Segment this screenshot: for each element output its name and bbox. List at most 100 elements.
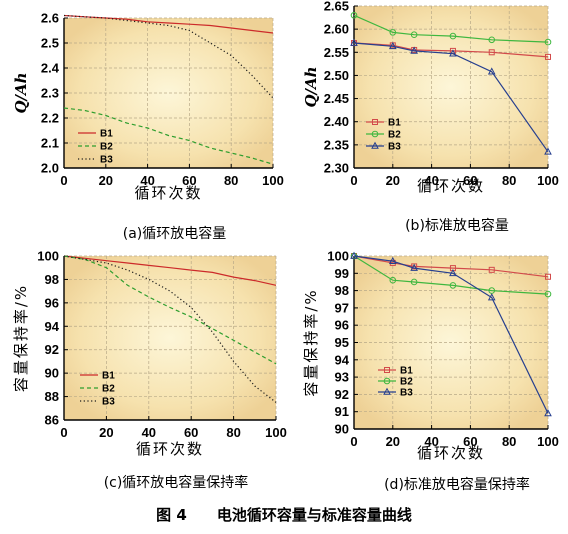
y-tick-label: 91: [335, 404, 349, 419]
y-tick-label: 97: [335, 300, 349, 315]
x-tick-label: 0: [350, 173, 357, 188]
x-axis-label: 循环次数: [134, 184, 202, 202]
y-tick-label: 2.65: [324, 0, 349, 14]
series-line-b3: [63, 255, 277, 403]
figure-title: 图 4 电池循环容量与标准容量曲线: [156, 506, 412, 524]
data-point-b3: [388, 41, 397, 50]
series-line-b2: [353, 255, 549, 295]
data-point-b3: [544, 147, 552, 155]
y-tick-label: 2.4: [41, 61, 60, 76]
data-point-b3: [449, 49, 457, 57]
x-tick-label: 40: [424, 434, 438, 449]
data-point-b2: [410, 31, 418, 38]
data-point-b3: [544, 409, 552, 417]
y-tick-label: 2.2: [41, 111, 59, 126]
x-tick-label: 0: [60, 425, 67, 440]
x-tick-label: 80: [226, 425, 240, 440]
chart-c: 86 88 90 92 94 96 98 100 0 20 40 60 80 100 循环次数 容量保持率/%…: [12, 249, 287, 492]
x-tick-label: 40: [424, 173, 438, 188]
data-point-b3: [449, 268, 457, 277]
y-tick-label: 2.40: [324, 114, 349, 129]
y-tick-label: 96: [45, 295, 59, 310]
y-tick-label: 2.5: [41, 36, 59, 51]
data-point-b2: [389, 276, 397, 284]
data-point-b2: [488, 36, 496, 44]
y-tick-label: 2.1: [41, 136, 59, 151]
x-tick-label: 60: [463, 434, 477, 449]
plot-area: [64, 256, 276, 420]
data-point-b1: [545, 53, 551, 60]
chart-caption: (d)标准放电容量保持率: [384, 476, 530, 493]
chart-a: 2.0 2.1 2.2 2.3 2.4 2.5 2.6 0 20 40 60 80 100 循环次数 Q/A…: [12, 11, 284, 243]
x-tick-label: 0: [350, 434, 357, 449]
x-tick-label: 100: [265, 425, 287, 440]
y-tick-label: 2.45: [324, 91, 349, 106]
x-tick-label: 60: [182, 173, 196, 188]
legend-label-b1: B1: [388, 118, 401, 129]
data-point-b2: [544, 38, 552, 46]
series-line-b2: [63, 107, 274, 165]
plot-area: [64, 18, 273, 168]
legend-marker-b1: [384, 367, 390, 373]
y-tick-label: 93: [335, 370, 349, 385]
legend-label-b3: B3: [102, 397, 115, 408]
x-axis-label: 循环次数: [417, 177, 485, 195]
y-tick-label: 2.50: [324, 68, 349, 83]
y-tick-label: 94: [335, 352, 350, 367]
chart-b: 2.30 2.35 2.40 2.45 2.50 2.55 2.60 2.65 0 20 40 60 8…: [302, 0, 559, 234]
x-tick-label: 60: [463, 173, 477, 188]
legend-label-b3: B3: [388, 142, 401, 153]
y-axis-label: 容量保持率/%: [302, 288, 320, 396]
chart-caption: (a)循环放电容量: [123, 225, 227, 242]
legend-marker-b3: [383, 387, 391, 395]
data-point-b3: [388, 256, 397, 264]
legend-label-b1: B1: [100, 129, 113, 140]
chart-d: 90 91 92 93 94 95 96 97 98 99 100 0 20 40 60 80 100 循环次数 容…: [302, 249, 559, 494]
x-tick-label: 0: [60, 173, 67, 188]
x-tick-label: 20: [99, 425, 113, 440]
data-point-b3: [350, 38, 358, 46]
data-point-b2: [449, 32, 457, 40]
y-tick-label: 98: [335, 283, 349, 298]
y-tick-label: 2.30: [324, 161, 349, 176]
series-line-b1: [63, 14, 274, 34]
chart-caption: (c)循环放电容量保持率: [104, 474, 249, 491]
x-axis-label: 循环次数: [417, 444, 485, 462]
y-tick-label: 100: [327, 249, 349, 264]
data-point-b3: [350, 251, 358, 259]
data-point-b2: [389, 29, 397, 36]
legend-label-b2: B2: [400, 377, 413, 388]
data-point-b2: [544, 290, 552, 298]
y-tick-label: 92: [335, 387, 349, 402]
chart-caption: (b)标准放电容量: [405, 217, 509, 234]
y-tick-label: 95: [335, 335, 349, 350]
data-point-b1: [488, 266, 495, 273]
data-point-b1: [545, 273, 551, 280]
y-tick-label: 90: [45, 366, 59, 381]
x-tick-label: 20: [386, 434, 400, 449]
y-tick-label: 2.55: [324, 45, 349, 60]
y-tick-label: 2.60: [324, 22, 349, 37]
legend-label-b2: B2: [388, 130, 401, 141]
x-axis-label: 循环次数: [136, 440, 204, 458]
x-tick-label: 60: [184, 425, 198, 440]
data-point-b3: [410, 46, 418, 54]
y-tick-label: 2.0: [41, 161, 59, 176]
x-tick-label: 100: [537, 173, 559, 188]
x-tick-label: 100: [262, 173, 284, 188]
series-line-b1: [63, 255, 277, 286]
legend-marker-b3: [371, 141, 379, 149]
y-tick-label: 2.6: [41, 11, 59, 26]
y-tick-label: 90: [335, 422, 349, 437]
legend-marker-b2: [371, 130, 379, 138]
x-tick-label: 20: [99, 173, 113, 188]
data-point-b2: [350, 11, 358, 19]
y-tick-label: 99: [335, 266, 349, 281]
data-point-b2: [449, 282, 457, 289]
y-tick-label: 100: [37, 249, 59, 264]
x-tick-label: 80: [502, 434, 516, 449]
data-point-b3: [410, 263, 418, 271]
legend-label-b2: B2: [102, 384, 115, 395]
data-point-b1: [488, 49, 495, 56]
plot-area: [354, 6, 548, 168]
